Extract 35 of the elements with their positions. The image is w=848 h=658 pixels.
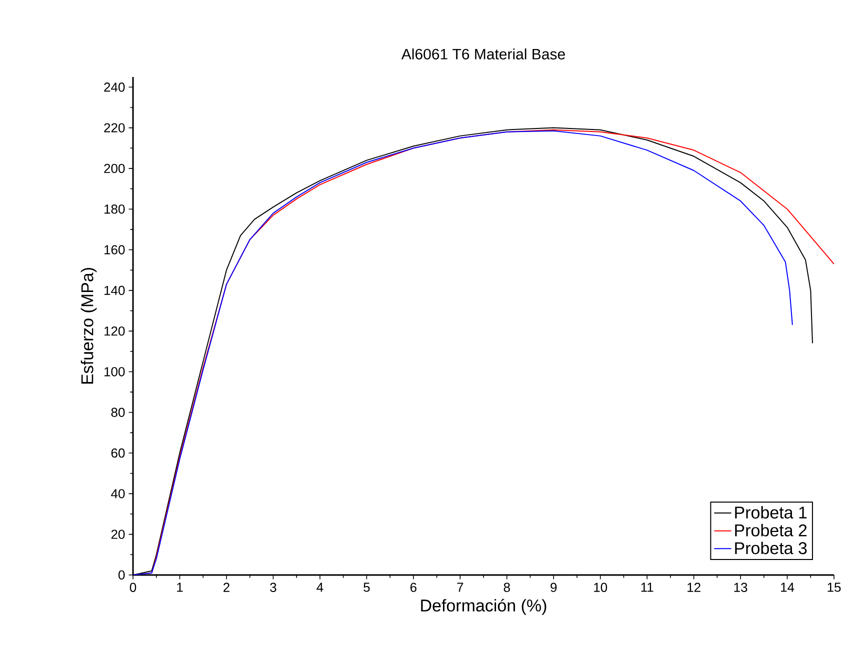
x-tick-label: 5 [364,582,370,592]
y-tick-label: 20 [111,530,125,539]
x-tick-label: 13 [734,582,748,592]
x-tick-label: 15 [828,582,841,592]
legend-label: Probeta 1 [735,506,807,519]
y-tick-label: 180 [104,204,125,214]
x-tick-label: 7 [457,582,464,592]
x-tick-label: 4 [316,582,324,592]
x-tick-label: 3 [270,582,276,592]
y-tick-label: 240 [104,82,125,92]
y-tick-label: 220 [104,123,125,132]
y-tick-label: 40 [111,489,125,498]
chart-title: Al6061 T6 Material Base [401,48,565,60]
x-axis-title: Deformación (%) [421,598,546,615]
y-axis-title: Esfuerzo (MPa) [80,268,97,384]
x-tick-label: 2 [224,582,230,592]
y-tick-label: 100 [104,367,125,376]
y-tick-label: 0 [118,570,125,580]
x-tick-label: 9 [550,582,557,592]
x-tick-label: 1 [177,582,183,592]
x-tick-label: 11 [641,582,654,592]
x-tick-label: 12 [688,582,700,592]
x-tick-label: 10 [594,582,608,592]
legend-label: Probeta 2 [735,524,807,536]
x-tick-label: 8 [504,582,510,592]
x-tick-label: 14 [781,582,794,592]
y-tick-label: 140 [104,286,125,296]
y-tick-label: 80 [111,408,125,417]
y-tick-label: 200 [104,164,125,174]
y-tick-label: 160 [104,245,125,254]
x-tick-label: 0 [130,582,136,592]
y-tick-label: 120 [104,326,125,336]
y-tick-label: 60 [111,448,125,458]
x-tick-label: 6 [410,582,416,592]
legend-label: Probeta 3 [735,542,807,554]
